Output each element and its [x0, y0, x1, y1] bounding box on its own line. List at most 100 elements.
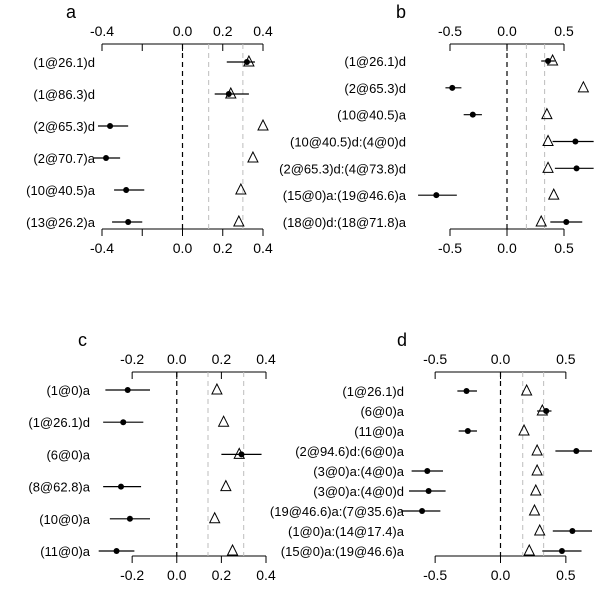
top-tick-label: 0.0: [173, 23, 193, 39]
estimate-point: [126, 515, 133, 522]
panel-b: b -0.5 0.0 0.5 -0.5 0.0 0.5 (1@26.1)d (2@65.3)d (…: [279, 2, 594, 256]
row-label: (1@0)a:(14@17.4)a: [288, 524, 405, 539]
row-label: (2@65.3)d:(4@73.8)d: [279, 161, 406, 176]
bottom-tick-label: 0.4: [256, 567, 276, 583]
row-label: (10@40.5)a: [337, 108, 407, 123]
row-label: (2@65.3)d: [344, 81, 406, 96]
triangle-marker: [233, 214, 245, 227]
estimate-point: [463, 388, 470, 394]
estimate-point: [573, 448, 580, 454]
top-tick-label: -0.5: [423, 351, 447, 367]
triangle-marker: [217, 415, 230, 427]
row-label: (6@0)a: [360, 404, 404, 419]
triangle-marker: [226, 543, 239, 556]
row-label: (2@70.7)a: [33, 151, 95, 166]
estimate-point: [572, 138, 579, 145]
estimate-point: [424, 468, 431, 474]
top-tick-label: 0.2: [213, 23, 233, 39]
panel-label: a: [66, 2, 77, 22]
estimate-point: [103, 155, 110, 161]
row-label: (15@0)a:(19@46.6)a: [281, 544, 405, 559]
bottom-tick-label: 0.0: [167, 567, 187, 583]
triangle-marker: [224, 86, 237, 99]
estimate-point: [469, 111, 476, 118]
row-label: (15@0)a:(19@46.6)a: [283, 188, 407, 203]
top-tick-label: 0.4: [253, 23, 273, 39]
estimate-point: [425, 488, 432, 494]
triangle-marker: [211, 382, 223, 395]
row-label: (3@0)a:(4@0)a: [313, 464, 404, 479]
row-label: (1@26.1)d: [33, 55, 95, 70]
row-label: (10@0)a: [39, 512, 91, 527]
top-tick-label: 0.4: [256, 351, 276, 367]
triangle-marker: [233, 447, 246, 459]
estimate-point: [123, 187, 130, 193]
row-label: (18@0)d:(18@71.8)a: [283, 215, 407, 230]
bottom-tick-label: -0.2: [120, 567, 144, 583]
row-label: (3@0)a:(4@0)d: [313, 484, 404, 499]
top-tick-label: -0.5: [438, 23, 462, 39]
triangle-marker: [533, 523, 546, 536]
row-label: (2@65.3)d: [33, 119, 95, 134]
bottom-tick-label: 0.2: [213, 240, 233, 256]
estimate-point: [120, 419, 127, 426]
estimate-point: [545, 58, 552, 64]
top-tick-label: -0.4: [90, 23, 114, 39]
triangle-marker: [542, 134, 554, 146]
estimate-point: [107, 123, 114, 129]
triangle-marker: [531, 443, 543, 456]
row-label: (1@26.1)d: [28, 415, 90, 430]
top-tick-label: 0.5: [554, 23, 574, 39]
triangle-marker: [531, 463, 543, 476]
estimate-point: [464, 428, 471, 434]
top-tick-label: 0.5: [556, 351, 576, 367]
triangle-marker: [536, 403, 549, 416]
row-label: (1@0)a: [46, 383, 90, 398]
estimate-point: [449, 84, 456, 91]
bottom-tick-label: 0.5: [554, 240, 574, 256]
top-tick-label: -0.2: [120, 351, 144, 367]
row-label: (2@94.6)d:(6@0)a: [295, 444, 405, 459]
triangle-marker: [518, 423, 530, 436]
triangle-marker: [577, 80, 590, 93]
top-tick-label: 0.0: [497, 23, 517, 39]
triangle-marker: [257, 118, 269, 131]
panel-d: d -0.5 0.0 0.5 -0.5 0.0 0.5 (1@26.1)d (6@0)a (11@…: [270, 330, 592, 583]
top-tick-label: 0.2: [212, 351, 232, 367]
estimate-point: [573, 165, 580, 172]
estimate-point: [125, 219, 132, 225]
bottom-tick-label: 0.0: [497, 240, 517, 256]
bottom-tick-label: -0.5: [438, 240, 462, 256]
triangle-marker: [541, 107, 553, 120]
row-label: (8@62.8)a: [28, 480, 90, 495]
row-label: (10@40.5)d:(4@0)d: [290, 135, 406, 150]
row-label: (6@0)a: [46, 447, 90, 462]
triangle-marker: [220, 479, 232, 492]
row-label: (1@86.3)d: [33, 87, 95, 102]
triangle-marker: [235, 182, 247, 195]
triangle-marker: [247, 150, 259, 163]
row-label: (11@0)a: [40, 544, 91, 559]
bottom-tick-label: -0.4: [90, 240, 114, 256]
triangle-marker: [520, 383, 533, 396]
top-tick-label: 0.0: [491, 351, 511, 367]
triangle-marker: [535, 214, 548, 227]
triangle-marker: [208, 511, 221, 524]
panel-label: c: [78, 330, 87, 350]
triangle-marker: [542, 161, 554, 173]
row-label: (1@26.1)d: [342, 384, 404, 399]
triangle-marker: [523, 543, 536, 556]
row-label: (13@26.2)a: [26, 215, 96, 230]
triangle-marker: [528, 503, 541, 516]
top-tick-label: 0.0: [167, 351, 187, 367]
bottom-tick-label: 0.0: [491, 567, 511, 583]
triangle-marker: [243, 54, 255, 67]
triangle-marker: [529, 483, 542, 496]
triangle-marker: [546, 53, 559, 66]
estimate-point: [563, 219, 570, 225]
estimate-point: [433, 192, 440, 199]
estimate-point: [113, 548, 120, 554]
bottom-tick-label: -0.5: [423, 567, 447, 583]
triangle-marker: [547, 188, 560, 200]
